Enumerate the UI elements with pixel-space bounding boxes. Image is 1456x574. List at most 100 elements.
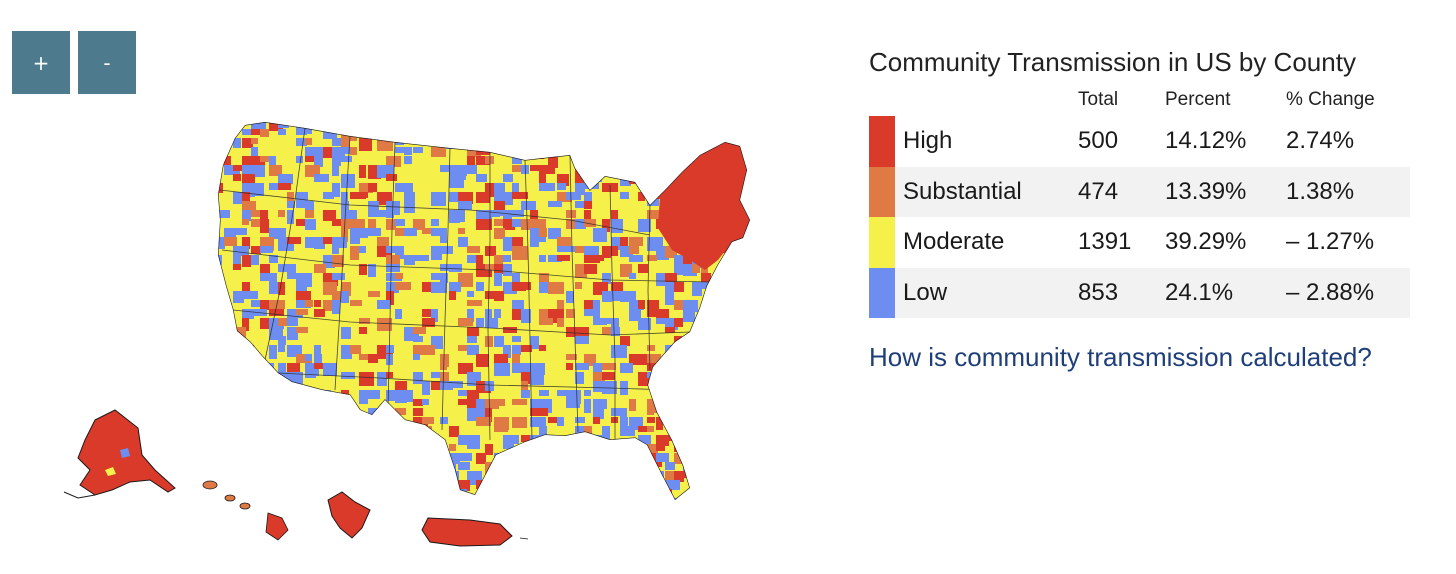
- county-patch: [602, 489, 611, 498]
- county-patch: [584, 300, 596, 311]
- county-patch: [683, 381, 694, 388]
- county-patch: [458, 498, 465, 500]
- county-patch: [512, 156, 522, 164]
- county-patch: [620, 462, 634, 472]
- county-patch: [521, 498, 532, 500]
- county-patch: [413, 498, 423, 500]
- county-patch: [305, 489, 316, 499]
- county-patch: [512, 498, 521, 500]
- county-patch: [332, 300, 340, 314]
- county-patch: [386, 174, 397, 181]
- county-patch: [737, 122, 750, 127]
- northeast-region[interactable]: [658, 142, 750, 270]
- county-patch: [494, 309, 501, 318]
- hawaii[interactable]: [202, 480, 289, 541]
- county-patch: [314, 237, 325, 249]
- county-patch: [701, 345, 711, 358]
- county-patch: [269, 309, 284, 316]
- county-patch: [746, 471, 750, 480]
- county-patch: [350, 345, 361, 354]
- county-patch: [728, 282, 739, 296]
- county-patch: [584, 480, 591, 491]
- county-patch: [512, 282, 526, 291]
- county-patch: [494, 183, 505, 197]
- county-patch: [296, 453, 303, 463]
- county-patch: [233, 264, 241, 270]
- county-patch: [692, 129, 708, 139]
- county-patch: [728, 390, 740, 398]
- county-patch: [323, 237, 334, 244]
- county-patch: [449, 426, 459, 437]
- county-patch: [218, 309, 230, 316]
- county-patch: [512, 345, 521, 355]
- county-patch: [710, 345, 721, 354]
- county-patch: [647, 255, 657, 261]
- county-patch: [251, 300, 265, 307]
- county-patch: [503, 327, 517, 333]
- county-patch: [377, 489, 384, 499]
- county-patch: [530, 237, 539, 247]
- county-patch: [431, 228, 445, 236]
- county-patch: [494, 363, 510, 376]
- zoom-out-button[interactable]: -: [78, 31, 136, 94]
- county-patch: [584, 426, 592, 438]
- county-patch: [269, 122, 283, 131]
- county-patch: [218, 426, 230, 432]
- county-patch: [278, 498, 287, 500]
- county-patch: [278, 372, 291, 379]
- county-patch: [314, 174, 329, 182]
- county-patch: [512, 354, 520, 368]
- puerto-rico[interactable]: [421, 517, 529, 547]
- county-patch: [602, 273, 611, 284]
- county-patch: [359, 435, 372, 445]
- county-patch: [278, 282, 285, 295]
- county-patch: [242, 219, 249, 225]
- us-county-map[interactable]: [50, 110, 780, 560]
- county-patch: [674, 399, 687, 409]
- county-patch: [638, 426, 653, 432]
- zoom-in-button[interactable]: +: [12, 31, 70, 94]
- county-patch: [530, 399, 543, 410]
- county-patch: [485, 399, 499, 409]
- county-patch: [557, 471, 564, 483]
- county-patch: [566, 363, 573, 370]
- county-patch: [251, 471, 265, 481]
- county-patch: [359, 318, 370, 324]
- county-patch: [413, 435, 424, 448]
- county-patch: [395, 381, 407, 391]
- county-patch: [314, 489, 327, 500]
- county-patch: [332, 273, 345, 280]
- county-patch: [719, 462, 728, 470]
- guam[interactable]: [327, 491, 371, 539]
- county-patch: [341, 219, 352, 229]
- legend-row-substantial: Substantial 474 13.39% 1.38%: [869, 166, 1410, 217]
- county-patch: [218, 399, 227, 406]
- county-patch: [512, 165, 521, 172]
- county-patch: [647, 444, 658, 458]
- county-patch: [278, 228, 286, 240]
- county-patch: [404, 183, 413, 196]
- county-patch: [422, 444, 433, 454]
- transmission-calculation-link[interactable]: How is community transmission calculated…: [869, 342, 1372, 372]
- county-patch: [359, 390, 368, 404]
- county-patch: [521, 309, 531, 323]
- county-patch: [494, 480, 504, 491]
- county-patch: [602, 480, 616, 492]
- county-patch: [260, 219, 269, 233]
- county-patch: [458, 435, 469, 445]
- county-patch: [269, 444, 279, 455]
- county-patch: [746, 354, 750, 363]
- county-patch: [467, 165, 477, 174]
- county-patch: [611, 480, 627, 493]
- county-patch: [458, 273, 473, 287]
- county-patch: [494, 291, 504, 301]
- county-patch: [476, 453, 486, 464]
- county-patch: [341, 399, 351, 410]
- county-patch: [287, 264, 296, 278]
- county-patch: [278, 122, 289, 128]
- county-patch: [233, 408, 240, 422]
- alaska[interactable]: [63, 409, 176, 499]
- county-patch: [692, 489, 708, 498]
- total-value: 500: [1078, 127, 1119, 155]
- county-patch: [611, 246, 618, 256]
